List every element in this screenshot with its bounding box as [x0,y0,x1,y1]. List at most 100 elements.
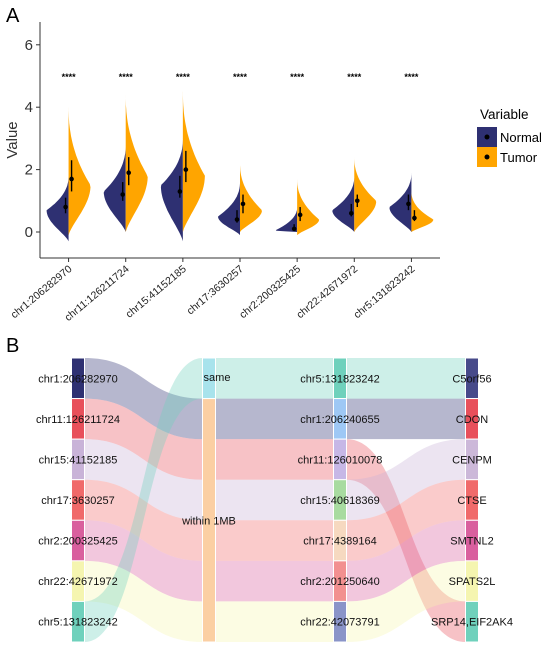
alluvial-flow [215,601,334,642]
alluvial-flow [84,358,203,440]
violin-axes: 0 2 4 6 Value [4,22,440,259]
alluvial-stratum-label: chr1:206282970 [38,373,118,385]
y-axis-title: Value [4,121,21,158]
panel-a-label: A [6,5,20,27]
alluvial-stratum-label: chr2:201250640 [300,576,380,588]
violin-tumor [354,157,377,232]
alluvial-stratum-label: SMTNL2 [450,536,493,548]
median-point-tumor [69,176,74,182]
alluvial-strata [71,357,479,643]
legend: Variable Normal Tumor [477,107,542,167]
significance-label: **** [233,72,248,82]
x-tick-label: chr2:200325425 [237,263,303,321]
violin-tumor [182,91,205,232]
median-point-tumor [240,201,246,207]
alluvial-flow [346,358,466,399]
violin-normal [218,182,240,236]
alluvial-flow [84,520,203,602]
alluvial-stratum-label: SPATS2L [449,576,496,588]
panel-b-label: B [6,335,19,357]
alluvial-stratum-label: chr15:40618369 [300,495,380,507]
alluvial-stratum-label: SRP14,EIF2AK4 [431,617,513,629]
y-tick-label: 6 [25,37,33,54]
alluvial-stratum-label: within 1MB [181,515,236,527]
alluvial-flow [346,398,466,440]
y-tick-label: 0 [25,224,33,241]
alluvial-stratum-label: CENPM [452,454,492,466]
alluvial-flow [84,398,203,480]
alluvial-stratum-label: same [204,372,231,384]
legend-dot-tumor [484,154,490,160]
legend-label-tumor: Tumor [500,150,538,165]
alluvial-flow [84,358,203,642]
alluvial-flow [215,358,334,399]
alluvial-flow [346,560,466,642]
alluvial-stratum-label: CDON [456,414,488,426]
violin-series [46,91,434,242]
alluvial-stratum [202,398,216,643]
x-tick-label: chr15:41152185 [124,263,189,321]
legend-item-tumor: Tumor [477,147,538,167]
alluvial-flow [346,520,466,602]
x-tick-labels: chr1:206282970chr11:126211724chr15:41152… [9,258,417,324]
median-point-normal [177,189,183,194]
y-tick-label: 2 [25,162,33,179]
significance-label: **** [290,72,305,82]
alluvial-stratum-label: CTSE [457,495,486,507]
alluvial-flow [84,560,203,642]
alluvial-stratum-label: chr11:126010078 [298,454,383,466]
median-point-normal [63,204,68,210]
x-tick-label: chr22:42671972 [294,263,360,321]
violin-chart: 0 2 4 6 Value **** **** **** **** **** **** **** c… [4,22,440,324]
alluvial-labels: chr1:206282970 chr11:126211724 chr15:41152… [36,372,513,629]
significance-label: **** [176,72,191,82]
alluvial-stratum-label: chr1:206240655 [300,414,380,426]
alluvial-flow [215,398,334,440]
alluvial-stratum-label: chr5:131823242 [300,373,380,385]
alluvial-stratum-label: chr17:4389164 [303,536,376,548]
x-tick-label: chr17:3630257 [185,263,247,317]
alluvial-flow [84,439,203,521]
violin-normal [275,207,298,232]
significance-label: **** [404,72,419,82]
legend-label-normal: Normal [500,130,542,145]
alluvial-stratum-label: chr15:41152185 [39,454,118,466]
median-point-tumor [297,212,303,218]
alluvial-stratum [333,600,347,643]
median-point-tumor [183,167,189,172]
alluvial-flow [84,479,203,561]
median-point-normal [348,210,354,216]
alluvial-stratum [465,600,479,643]
y-tick-label: 4 [25,99,33,116]
alluvial-flow [215,560,334,602]
alluvial-stratum-label: chr22:42671972 [38,576,118,588]
legend-dot-normal [484,134,490,140]
alluvial-flow [215,520,334,561]
median-point-tumor [126,170,132,176]
median-point-normal [406,201,411,207]
alluvial-chart: chr1:206282970 chr11:126211724 chr15:41152… [36,357,513,643]
significance-label: **** [347,72,362,82]
median-point-tumor [412,215,417,221]
significance-label: **** [119,72,134,82]
alluvial-stratum-label: chr5:131823242 [38,617,118,629]
alluvial-stratum-label: C5orf56 [452,373,491,385]
violin-normal [160,138,183,242]
alluvial-stratum-label: chr2:200325425 [38,536,118,548]
legend-title: Variable [480,107,529,122]
violin-tumor [411,191,434,232]
median-point-normal [291,226,297,232]
alluvial-flow [346,479,466,561]
violin-tumor [125,94,148,232]
violin-normal [389,172,412,232]
significance-label: **** [62,72,77,82]
alluvial-flow [215,479,334,521]
alluvial-flow [346,439,466,642]
alluvial-flow [215,439,334,480]
violin-normal [103,144,126,232]
alluvial-stratum-label: chr22:42073791 [300,617,380,629]
legend-item-normal: Normal [477,127,542,147]
violin-tumor [68,107,91,236]
alluvial-stratum-label: chr11:126211724 [36,414,120,426]
